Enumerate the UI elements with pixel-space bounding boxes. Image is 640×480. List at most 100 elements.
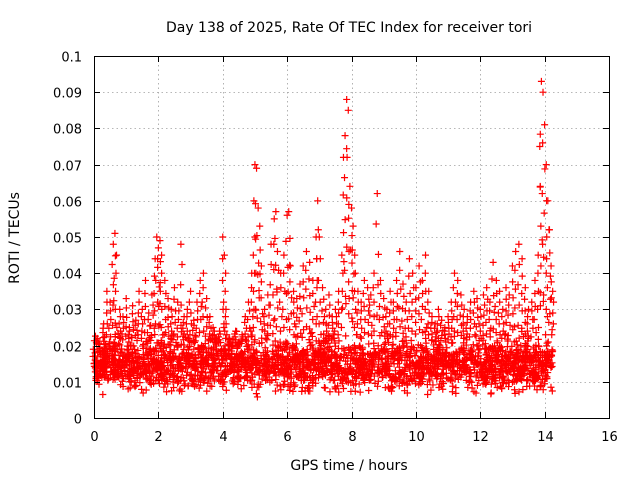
data-point (175, 387, 183, 395)
data-point (342, 332, 350, 340)
data-point (131, 383, 139, 391)
data-point (358, 324, 366, 332)
data-point (263, 347, 271, 355)
data-point (144, 375, 152, 383)
data-point (103, 320, 111, 328)
data-point (541, 121, 549, 129)
data-point (437, 321, 445, 329)
data-point (246, 366, 254, 374)
data-point (374, 361, 382, 369)
data-point (456, 311, 464, 319)
data-point (184, 346, 192, 354)
data-point (505, 291, 513, 299)
data-point (332, 359, 340, 367)
data-point (405, 272, 413, 280)
data-point (289, 387, 297, 395)
data-point (350, 381, 358, 389)
data-point (389, 333, 397, 341)
data-point (540, 291, 548, 299)
data-point (277, 353, 285, 361)
data-point (373, 311, 381, 319)
data-point (158, 365, 166, 373)
data-point (170, 372, 178, 380)
y-tick-label: 0.06 (53, 196, 82, 211)
data-point (373, 190, 381, 198)
data-point (445, 361, 453, 369)
data-point (467, 316, 475, 324)
data-point (205, 318, 213, 326)
data-point (435, 349, 443, 357)
data-point (194, 307, 202, 315)
data-point (449, 284, 457, 292)
data-point (250, 349, 258, 357)
data-point (159, 371, 167, 379)
data-point (245, 344, 253, 352)
data-point (534, 305, 542, 313)
data-point (203, 387, 211, 395)
data-point (91, 363, 99, 371)
data-point (476, 327, 484, 335)
data-point (293, 360, 301, 368)
data-point (363, 372, 371, 380)
data-point (255, 339, 263, 347)
data-point (536, 130, 544, 138)
data-point (455, 349, 463, 357)
data-point (505, 383, 513, 391)
data-point (466, 324, 474, 332)
data-point (119, 352, 127, 360)
data-point (127, 378, 135, 386)
data-point (412, 318, 420, 326)
data-point (229, 380, 237, 388)
data-point (370, 269, 378, 277)
data-point (324, 331, 332, 339)
data-point (519, 386, 527, 394)
data-point (117, 367, 125, 375)
data-point (170, 295, 178, 303)
data-point (510, 377, 518, 385)
data-point (183, 305, 191, 313)
data-point (389, 341, 397, 349)
data-point (219, 233, 227, 241)
data-point (175, 361, 183, 369)
data-point (283, 366, 291, 374)
data-point (141, 303, 149, 311)
data-point (386, 320, 394, 328)
data-point (253, 232, 261, 240)
data-point (422, 334, 430, 342)
data-point (371, 349, 379, 357)
data-point (470, 388, 478, 396)
data-point (354, 287, 362, 295)
data-point (112, 269, 120, 277)
data-point (385, 338, 393, 346)
data-point (203, 323, 211, 331)
data-point (129, 302, 137, 310)
data-point (156, 237, 164, 245)
data-point (365, 340, 373, 348)
data-point (112, 342, 120, 350)
data-point (366, 365, 374, 373)
data-point (144, 362, 152, 370)
data-point (298, 333, 306, 341)
data-point (192, 333, 200, 341)
data-point (548, 348, 556, 356)
data-point (220, 378, 228, 386)
data-point (393, 377, 401, 385)
data-point (226, 362, 234, 370)
data-point (481, 379, 489, 387)
data-point (178, 261, 186, 269)
data-point (453, 351, 461, 359)
data-point (349, 222, 357, 230)
data-point (274, 304, 282, 312)
data-point (263, 336, 271, 344)
data-point (297, 329, 305, 337)
data-point (338, 345, 346, 353)
data-point (287, 374, 295, 382)
data-point (477, 313, 485, 321)
data-point (515, 334, 523, 342)
y-tick-label: 0.04 (53, 268, 82, 283)
data-point (233, 373, 241, 381)
data-point (144, 316, 152, 324)
data-point (526, 362, 534, 370)
data-point (521, 284, 529, 292)
data-point (503, 335, 511, 343)
